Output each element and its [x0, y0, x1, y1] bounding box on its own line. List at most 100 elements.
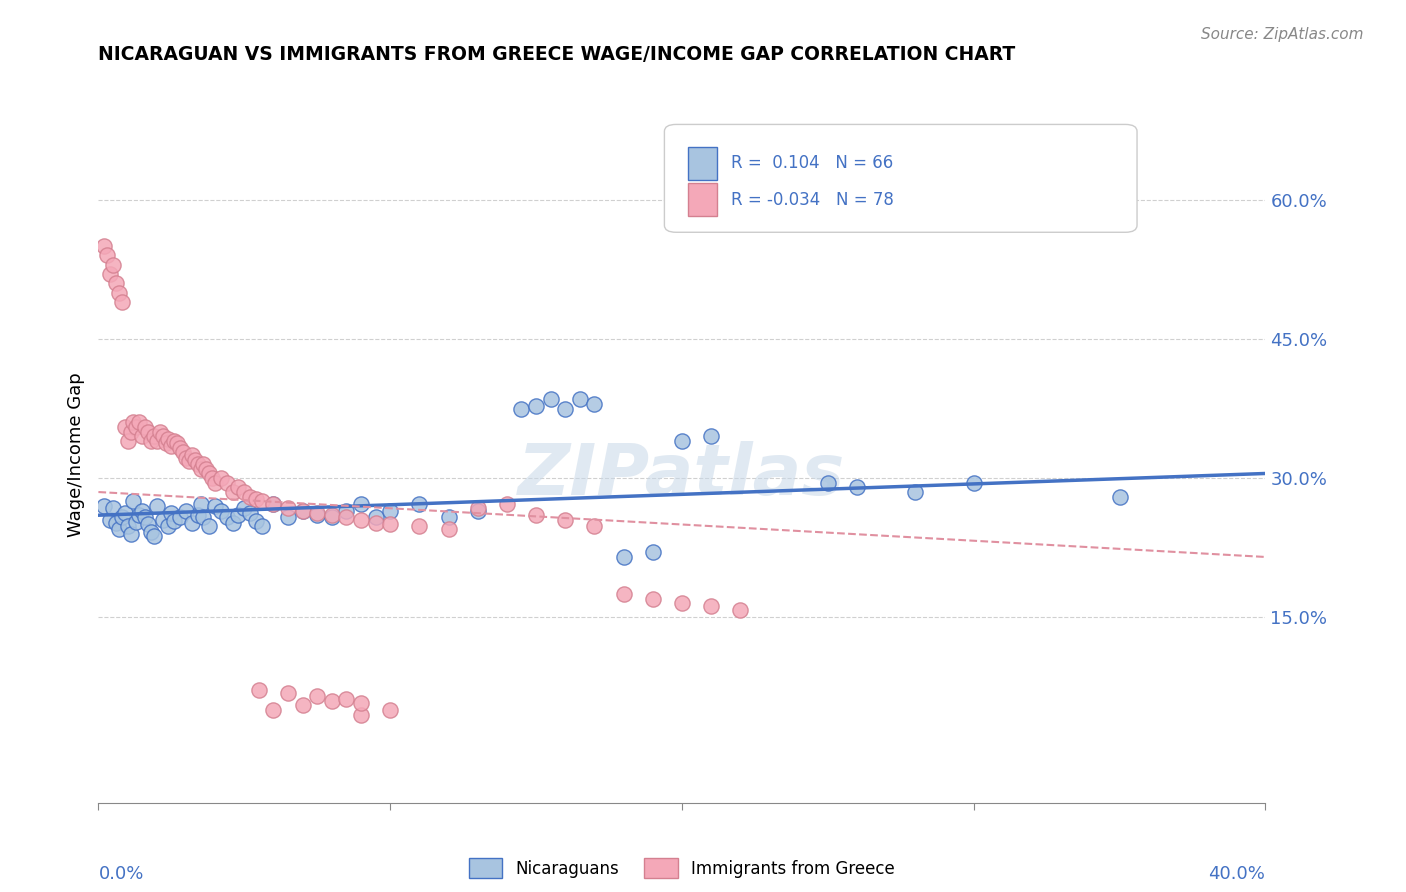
Point: [904, 485, 927, 500]
Point: [136, 425, 159, 439]
Point: [378, 503, 402, 517]
Legend: Nicaraguans, Immigrants from Greece: Nicaraguans, Immigrants from Greece: [463, 851, 901, 885]
Point: [190, 497, 212, 511]
Point: [215, 475, 238, 490]
Point: [221, 485, 243, 500]
Point: [262, 497, 284, 511]
Point: [291, 503, 314, 517]
Point: [728, 603, 751, 617]
Point: [350, 497, 373, 511]
Point: [157, 432, 180, 446]
Point: [437, 522, 460, 536]
Point: [204, 499, 226, 513]
Point: [108, 285, 131, 300]
Point: [98, 513, 121, 527]
Point: [193, 457, 215, 471]
Point: [193, 510, 215, 524]
Point: [1195, 35, 1218, 49]
Point: [817, 475, 839, 490]
Point: [163, 514, 186, 528]
Point: [101, 258, 124, 272]
Point: [122, 494, 145, 508]
Point: [174, 503, 197, 517]
Point: [291, 698, 314, 713]
Point: [125, 515, 148, 529]
Text: R =  0.104   N = 66: R = 0.104 N = 66: [731, 154, 893, 172]
Point: [204, 475, 226, 490]
Point: [111, 510, 134, 524]
Point: [612, 549, 634, 564]
Point: [700, 599, 723, 614]
Point: [510, 401, 533, 416]
Point: [160, 507, 183, 521]
Point: [221, 516, 243, 530]
Point: [700, 429, 723, 443]
Point: [250, 494, 273, 508]
Point: [180, 516, 202, 530]
Point: [233, 500, 256, 515]
Point: [262, 497, 284, 511]
Point: [845, 480, 868, 494]
Point: [163, 434, 186, 448]
Point: [335, 510, 357, 524]
Point: [198, 467, 221, 481]
Point: [524, 399, 547, 413]
Point: [247, 682, 270, 697]
Point: [335, 692, 357, 706]
Point: [245, 491, 267, 506]
Point: [101, 500, 124, 515]
Point: [239, 507, 262, 521]
Point: [554, 513, 576, 527]
Point: [120, 526, 142, 541]
Point: [321, 508, 343, 523]
Point: [131, 429, 153, 443]
Text: ZIPatlas: ZIPatlas: [519, 442, 845, 510]
Point: [152, 429, 174, 443]
Point: [98, 267, 121, 281]
Point: [172, 445, 194, 459]
Point: [93, 499, 115, 513]
Point: [157, 519, 180, 533]
Point: [111, 294, 134, 309]
Point: [307, 507, 329, 521]
Point: [408, 497, 430, 511]
Text: 0.0%: 0.0%: [98, 865, 143, 883]
Point: [155, 435, 177, 450]
Point: [201, 471, 224, 485]
Point: [195, 462, 218, 476]
Point: [125, 420, 148, 434]
Point: [134, 420, 156, 434]
Point: [128, 508, 150, 523]
Point: [277, 686, 299, 700]
Point: [671, 596, 693, 610]
Point: [215, 510, 238, 524]
Point: [120, 425, 142, 439]
Point: [250, 519, 273, 533]
Point: [350, 513, 373, 527]
Point: [198, 519, 221, 533]
Point: [152, 513, 174, 527]
Point: [104, 516, 127, 530]
Point: [364, 510, 387, 524]
Point: [307, 689, 329, 703]
Text: Source: ZipAtlas.com: Source: ZipAtlas.com: [1201, 27, 1364, 42]
Point: [350, 696, 373, 710]
Point: [183, 452, 205, 467]
Point: [467, 500, 489, 515]
Point: [321, 510, 343, 524]
Point: [166, 435, 188, 450]
Point: [177, 454, 200, 468]
Point: [142, 429, 165, 443]
Point: [114, 507, 136, 521]
Point: [117, 434, 139, 448]
Point: [146, 434, 169, 448]
Point: [108, 522, 131, 536]
FancyBboxPatch shape: [665, 124, 1137, 232]
Point: [540, 392, 562, 407]
Point: [96, 248, 118, 262]
Point: [187, 457, 209, 471]
Point: [962, 475, 984, 490]
Point: [187, 508, 209, 523]
Point: [364, 516, 387, 530]
Point: [233, 485, 256, 500]
